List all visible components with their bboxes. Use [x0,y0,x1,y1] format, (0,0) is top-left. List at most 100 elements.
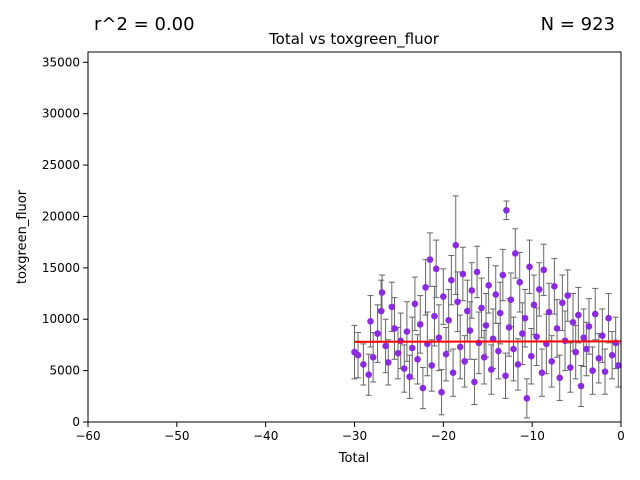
y-tick-label: 0 [72,415,80,429]
data-point [365,371,373,379]
data-point [408,344,416,352]
data-point [556,374,564,382]
x-tick-label: −30 [342,429,367,443]
y-tick-label: 30000 [42,107,80,121]
data-point [456,343,464,351]
data-point [449,369,457,376]
data-point [416,321,424,328]
data-point [461,358,468,365]
data-point [577,382,585,390]
data-point [485,282,492,289]
data-point [391,325,398,332]
x-tick-label: −40 [253,429,278,443]
data-point [440,293,447,300]
data-point [411,300,419,308]
x-axis-label: Total [338,451,369,466]
fit-line-layer [354,340,622,343]
data-point [488,366,495,373]
data-point [432,265,440,273]
data-point [426,256,434,263]
data-point [369,353,377,361]
data-point [480,353,488,361]
data-point [367,317,374,325]
data-point [567,364,574,371]
data-point [403,328,411,335]
data-point [478,304,485,312]
data-point [414,356,421,363]
data-point [464,307,471,315]
data-point [382,342,389,350]
y-axis-label: toxgreen_fluor [15,189,30,284]
data-point [601,368,609,375]
fit-line [354,340,622,343]
data-point [442,350,450,358]
y-tick-label: 25000 [42,158,80,172]
x-axis-ticks: −60 −50 −40 −30 −20 −10 0 [75,422,625,443]
data-point [428,362,436,369]
data-point [492,291,500,298]
data-point [523,395,531,402]
data-point [575,311,582,319]
data-point [499,271,507,279]
data-point [452,241,460,249]
data-point [360,361,367,368]
x-tick-label: −60 [75,429,100,443]
data-point [435,334,443,342]
data-point [551,283,558,290]
data-point [527,352,535,360]
data-point [378,289,386,296]
data-point [394,349,402,357]
data-point [526,263,533,271]
data-point [583,345,590,353]
y-tick-label: 15000 [42,261,80,275]
data-point [585,323,593,330]
data-point [514,361,522,368]
data-point [354,351,362,359]
data-point [605,314,612,322]
data-point [540,266,548,274]
data-point [519,330,526,337]
data-point [507,296,515,303]
data-point [595,354,603,362]
data-point [553,325,561,332]
x-tick-label: −50 [164,429,189,443]
data-point [400,365,408,372]
x-tick-label: −10 [520,429,545,443]
data-point [496,309,504,317]
data-point [615,362,622,369]
data-point [591,310,599,318]
data-point [580,334,587,342]
data-point [489,335,497,343]
data-point [374,330,381,337]
data-point [569,319,577,326]
data-point [495,347,502,355]
data-point [466,327,474,334]
data-point [608,351,616,359]
data-point [521,314,529,322]
data-point [502,372,509,380]
data-point [406,373,413,381]
data-point [482,322,490,329]
data-point [530,301,538,309]
data-point [377,307,385,315]
y-tick-label: 5000 [49,364,80,378]
data-point [471,378,478,386]
data-point [516,278,524,286]
data-point [589,367,596,374]
data-point [473,268,481,276]
data-point [475,339,483,347]
data-point [510,345,517,353]
data-point [445,316,452,324]
data-point [545,308,553,316]
data-point [503,206,510,214]
y-axis-ticks: 0 5000 10000 15000 20000 25000 30000 35000 [42,55,88,429]
data-point [438,388,445,396]
data-point [511,250,519,257]
data-point [564,292,571,299]
data-point [419,384,427,392]
data-point [388,303,396,311]
x-tick-label: −20 [431,429,456,443]
data-point [459,270,467,278]
y-tick-label: 20000 [42,209,80,223]
data-point [448,276,455,284]
